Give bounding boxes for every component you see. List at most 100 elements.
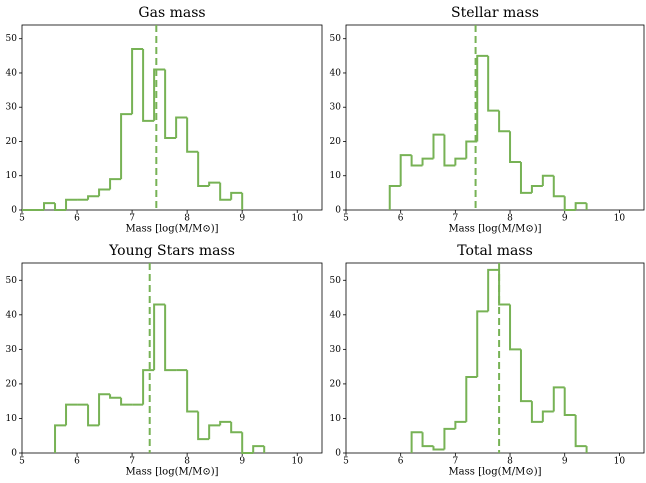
histogram-bin bbox=[552, 175, 565, 198]
y-tick-label: 10 bbox=[330, 171, 342, 181]
y-tick-label: 0 bbox=[335, 449, 341, 459]
histogram-bin bbox=[131, 47, 144, 115]
panel-title: Gas mass bbox=[138, 5, 205, 21]
histogram-bin bbox=[175, 116, 188, 139]
histogram-bin bbox=[552, 386, 565, 412]
axes-frame bbox=[21, 262, 323, 454]
histogram-bin bbox=[487, 268, 500, 312]
histogram-bin bbox=[109, 178, 122, 190]
y-tick-label: 40 bbox=[330, 310, 342, 320]
histogram-bin bbox=[208, 424, 221, 440]
x-tick-label: 10 bbox=[614, 457, 626, 467]
y-tick-label: 10 bbox=[330, 414, 342, 424]
y-tick-label: 20 bbox=[6, 137, 18, 147]
histogram-bin bbox=[498, 269, 511, 306]
x-tick-label: 5 bbox=[19, 457, 25, 467]
x-tick-label: 6 bbox=[398, 457, 404, 467]
x-tick-label: 6 bbox=[398, 214, 404, 224]
histogram-bin bbox=[454, 157, 467, 166]
y-tick-label: 10 bbox=[6, 414, 18, 424]
y-tick-label: 50 bbox=[330, 276, 342, 286]
histogram-bin bbox=[142, 369, 155, 405]
y-tick-label: 20 bbox=[330, 379, 342, 389]
x-tick-label: 6 bbox=[74, 214, 80, 224]
histogram-bin bbox=[541, 410, 554, 422]
y-tick-label: 30 bbox=[330, 345, 342, 355]
histogram-bin bbox=[465, 140, 478, 159]
histogram-bin bbox=[399, 154, 412, 187]
histogram-bin bbox=[476, 310, 489, 377]
histogram-bin bbox=[530, 401, 543, 423]
histogram-bin bbox=[509, 304, 521, 351]
y-tick-label: 10 bbox=[6, 171, 18, 181]
histogram-bin bbox=[541, 174, 554, 187]
histogram-bin bbox=[164, 304, 177, 372]
y-tick-label: 20 bbox=[6, 379, 18, 389]
histogram-bin bbox=[219, 420, 232, 426]
x-tick-label: 5 bbox=[343, 214, 349, 224]
x-tick-label: 8 bbox=[184, 214, 190, 224]
y-tick-label: 40 bbox=[330, 68, 342, 78]
y-tick-label: 40 bbox=[6, 310, 18, 320]
x-tick-label: 7 bbox=[452, 457, 458, 467]
histogram-bin bbox=[388, 185, 401, 210]
y-tick-label: 50 bbox=[6, 34, 18, 44]
histogram-bin bbox=[476, 54, 489, 142]
histogram-bin bbox=[410, 431, 423, 453]
histogram-bin bbox=[241, 432, 254, 454]
x-tick-label: 10 bbox=[614, 214, 626, 224]
histogram-bin bbox=[65, 403, 78, 426]
x-tick-label: 9 bbox=[239, 214, 245, 224]
histogram-bin bbox=[142, 48, 155, 122]
y-tick-label: 0 bbox=[335, 206, 341, 216]
histogram-bin bbox=[186, 117, 199, 153]
x-tick-label: 5 bbox=[19, 214, 25, 224]
x-tick-label: 7 bbox=[129, 457, 135, 467]
histogram-bin bbox=[43, 202, 56, 210]
x-tick-label: 7 bbox=[452, 214, 458, 224]
histogram-bin bbox=[65, 198, 78, 210]
histogram-bin bbox=[197, 411, 210, 441]
panel-title: Stellar mass bbox=[451, 5, 539, 21]
histogram-bin bbox=[252, 445, 265, 453]
x-tick-label: 6 bbox=[74, 457, 80, 467]
histogram-bin bbox=[186, 370, 199, 413]
histogram-bin bbox=[87, 195, 100, 200]
x-tick-label: 9 bbox=[562, 457, 568, 467]
histogram-bin bbox=[153, 68, 166, 121]
histogram-bin bbox=[230, 421, 243, 434]
x-tick-label: 5 bbox=[343, 457, 349, 467]
histogram-bin bbox=[208, 181, 221, 187]
axes-frame bbox=[345, 262, 645, 454]
y-tick-label: 30 bbox=[6, 103, 18, 113]
histogram-bin bbox=[432, 133, 445, 159]
x-tick-label: 8 bbox=[184, 457, 190, 467]
x-tick-label: 9 bbox=[562, 214, 568, 224]
y-tick-label: 0 bbox=[11, 449, 17, 459]
histogram-bin bbox=[563, 387, 576, 416]
x-axis-label: Mass [log(M/M⊙)] bbox=[448, 224, 541, 235]
y-tick-label: 20 bbox=[330, 137, 342, 147]
x-tick-label: 9 bbox=[239, 457, 245, 467]
histogram-bin bbox=[87, 404, 100, 427]
x-tick-label: 7 bbox=[129, 214, 135, 224]
histogram-bin bbox=[54, 203, 67, 211]
y-tick-label: 30 bbox=[330, 103, 342, 113]
histogram-bin bbox=[443, 134, 456, 167]
x-tick-label: 8 bbox=[507, 457, 513, 467]
histogram-bin bbox=[54, 424, 67, 453]
y-tick-label: 50 bbox=[330, 34, 342, 44]
x-axis-label: Mass [log(M/M⊙)] bbox=[125, 224, 218, 235]
histogram-bin bbox=[98, 188, 111, 197]
histogram-bin bbox=[530, 185, 543, 193]
histogram-bin bbox=[454, 420, 467, 429]
histogram-bin bbox=[410, 155, 423, 167]
histogram-bin bbox=[443, 427, 456, 450]
axes-frame bbox=[345, 24, 645, 211]
histogram-bin bbox=[109, 394, 122, 399]
histogram-bin bbox=[153, 303, 166, 371]
histogram-bin bbox=[98, 393, 111, 426]
histogram-bin bbox=[432, 446, 445, 451]
histogram-bin bbox=[487, 55, 500, 112]
